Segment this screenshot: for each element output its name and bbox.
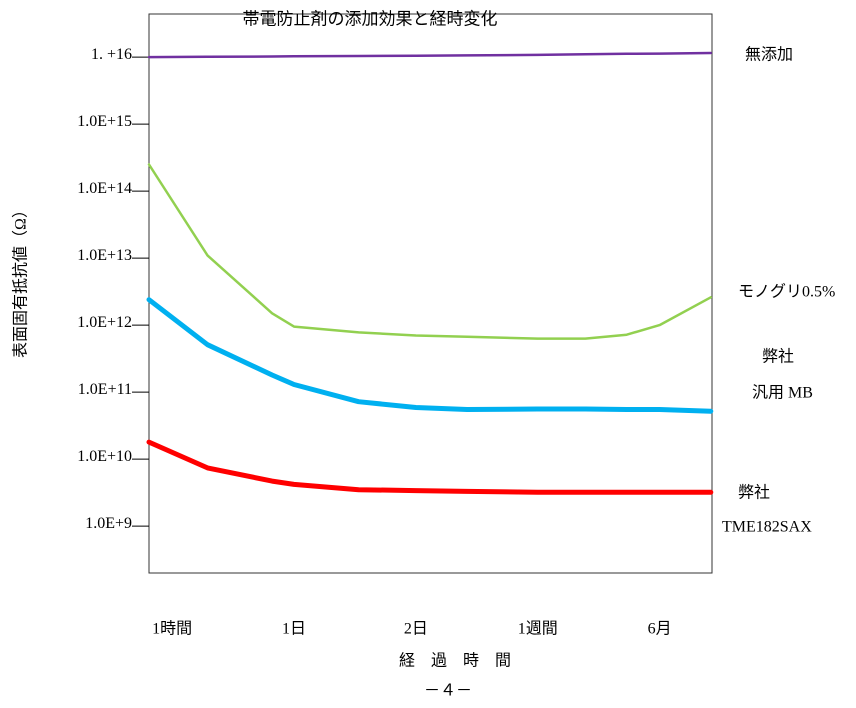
plot-frame [148,13,713,574]
y-tick-label: 1.0E+15 [77,113,132,130]
legend-label: TME182SAX [722,519,812,536]
y-tick-label: 1.0E+9 [85,515,132,532]
x-tick-label: 1週間 [518,620,558,638]
legend-label: 弊社 [762,348,794,366]
page-number: －４－ [424,683,472,700]
chart-title: 帯電防止剤の添加効果と経時変化 [243,9,498,28]
series-line [147,51,713,59]
legend-label: 汎用 MB [752,384,813,402]
y-tick-label: 1.0E+12 [77,314,132,331]
y-tick-label: 1. +16 [91,46,132,63]
x-tick-label: 2日 [404,621,428,638]
y-tick-label: 1.0E+10 [77,448,132,465]
legend-label: 弊社 [738,484,770,502]
series-line [147,163,713,340]
series-line [146,297,714,414]
y-tick-label: 1.0E+13 [77,247,132,264]
x-tick-label: 6月 [648,621,672,638]
legend-label: 無添加 [745,46,793,64]
legend-label: モノグリ0.5% [738,283,835,301]
x-tick-label: 1時間 [152,620,192,638]
x-tick-label: 1日 [282,621,306,638]
x-axis-label: 経 過 時 間 [399,652,511,670]
y-axis-label: 表面固有抵抗値（Ω） [12,202,30,358]
y-tick-label: 1.0E+11 [78,381,132,398]
y-tick-label: 1.0E+14 [77,180,132,197]
series-line [146,439,714,495]
